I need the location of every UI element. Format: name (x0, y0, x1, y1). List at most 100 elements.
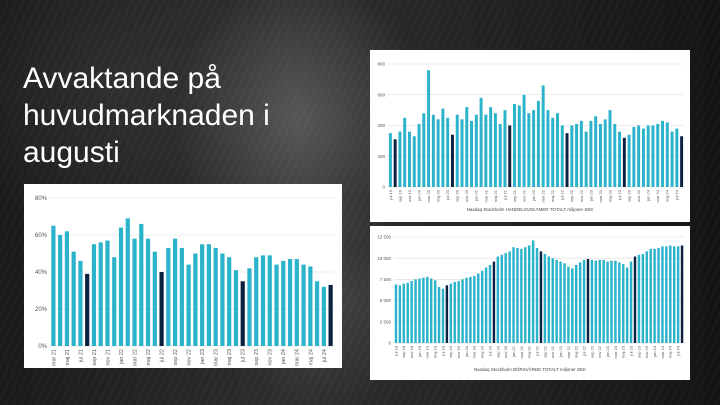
bar (504, 253, 507, 343)
bar (535, 248, 539, 343)
bar (602, 259, 605, 343)
x-tick-label: jan 20 (416, 189, 421, 202)
x-tick-label: jan 23 (605, 345, 610, 358)
bar (493, 113, 497, 187)
x-tick-label: jul 23 (617, 189, 622, 200)
bar-highlight (492, 261, 496, 343)
bar (675, 128, 679, 187)
x-tick-label: jul 22 (560, 189, 565, 200)
bar-highlight (393, 139, 397, 187)
x-tick-label: mar 21 (519, 345, 524, 358)
bar (455, 114, 459, 187)
bar (541, 85, 545, 187)
x-tick-label: nov 23 (644, 345, 649, 358)
x-tick-label: jan 22 (531, 189, 536, 202)
x-tick-label: sep 23 (254, 349, 260, 366)
bar (152, 251, 157, 346)
bar (584, 131, 588, 187)
bar (294, 259, 299, 346)
market-cap-chart: 0 2 500 5 000 7 500 10 000 12 500 jul 18 sep 18… (377, 235, 684, 358)
bar (559, 261, 562, 343)
bar (78, 260, 83, 346)
x-tick-label: sep 22 (569, 189, 574, 202)
bar (465, 107, 469, 187)
x-tick-label: sep 22 (173, 349, 179, 366)
x-tick-label: jul 23 (628, 345, 633, 356)
bar (233, 270, 239, 346)
x-tick-label: jul 18 (393, 345, 398, 356)
x-tick-label: nov 23 (268, 349, 274, 366)
x-tick-label: jan 20 (464, 345, 469, 358)
x-tick-label: maj 20 (436, 189, 441, 202)
bar (220, 253, 225, 346)
bar (517, 105, 521, 187)
bar (414, 279, 417, 343)
bar (449, 283, 453, 343)
bar (422, 113, 426, 187)
bar (301, 264, 306, 346)
bar (489, 107, 493, 187)
x-tick-label: mar 22 (541, 189, 546, 202)
bar (614, 260, 617, 343)
bar-highlight (680, 136, 684, 187)
x-tick-label: mar 24 (295, 349, 301, 366)
bar (98, 242, 103, 346)
bar (589, 120, 593, 187)
bar (426, 276, 429, 343)
x-tick-label: mar 22 (566, 345, 571, 358)
bar (543, 253, 547, 343)
bar (637, 254, 641, 343)
bar (575, 123, 579, 187)
x-tick-label: maj 22 (574, 345, 579, 358)
bar (641, 253, 645, 343)
bar (669, 245, 672, 343)
x-tick-label: jul 22 (581, 345, 586, 356)
bar (484, 267, 488, 343)
x-tick-label: nov 20 (464, 189, 469, 202)
bar (598, 123, 602, 187)
y-tick-label: 800 (377, 62, 385, 67)
bar (508, 251, 511, 343)
x-tick-label: jul 21 (534, 345, 539, 356)
bar (91, 244, 97, 346)
bar (498, 123, 502, 187)
x-tick-label: maj 20 (480, 345, 485, 358)
x-tick-label: mar 22 (132, 349, 138, 366)
x-tick-label: mar 24 (655, 189, 660, 202)
x-tick-label: sep 22 (589, 345, 594, 358)
x-tick-label: sep 20 (495, 345, 500, 358)
y-tick-label: 60% (35, 233, 48, 239)
x-tick-label: sep 20 (455, 189, 460, 202)
bar (274, 264, 279, 346)
bar (547, 256, 551, 343)
bar (418, 278, 421, 343)
y-tick-label: 0 (388, 341, 391, 346)
bar (479, 97, 483, 187)
bar (608, 110, 612, 187)
bar (437, 287, 441, 343)
bar (412, 136, 416, 187)
bar (606, 261, 609, 343)
x-tick-label: nov 22 (597, 345, 602, 358)
bar (661, 120, 664, 187)
bar (480, 270, 484, 343)
bar (496, 256, 500, 343)
volume-chart-xlabel: Nasdaq Stockholm HANDELSVOLYMER TOTALT m… (466, 207, 594, 212)
bar (410, 281, 413, 343)
bar (512, 247, 515, 343)
x-tick-label: jul 19 (388, 189, 393, 200)
bar (555, 259, 558, 343)
bar (267, 255, 272, 346)
x-tick-label: maj 24 (668, 345, 673, 358)
x-tick-label: sep 19 (397, 189, 402, 202)
bar (430, 278, 433, 343)
y-tick-label: 200 (377, 154, 385, 159)
bar (186, 264, 191, 346)
bar (477, 273, 480, 343)
bar (598, 259, 601, 343)
bar (474, 114, 478, 187)
x-tick-label: nov 21 (105, 349, 111, 366)
bar (64, 231, 70, 346)
bar (665, 122, 669, 187)
bar (51, 225, 56, 346)
